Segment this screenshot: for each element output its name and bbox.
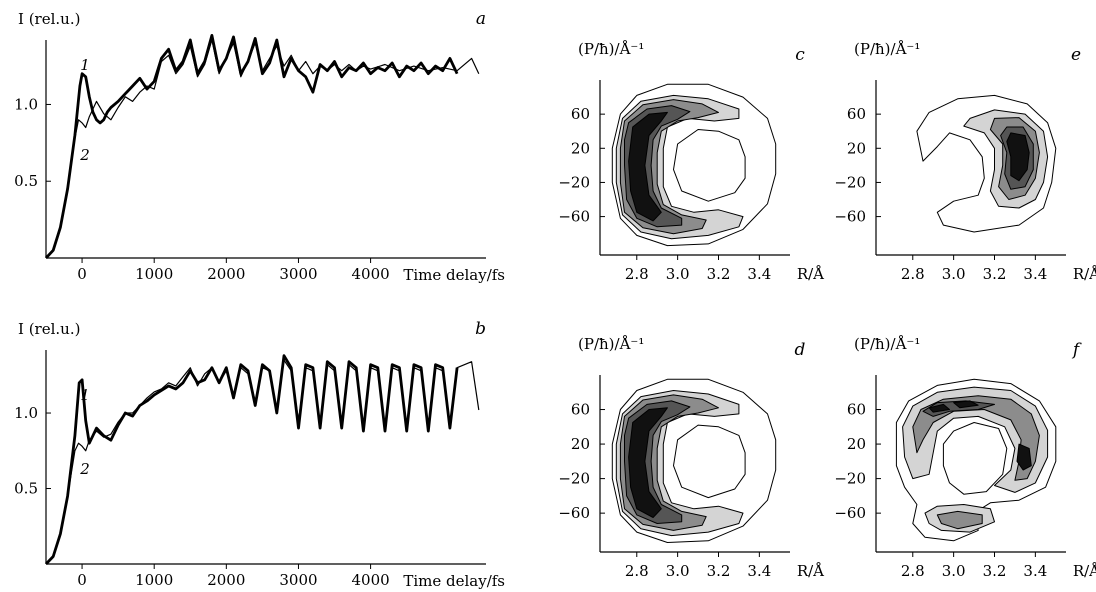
x-axis-label: R/Å [1073, 265, 1096, 283]
curve-label-1: 1 [80, 386, 90, 404]
y-tick-label: 60 [847, 105, 866, 123]
x-axis-label: Time delay/fs [403, 572, 505, 590]
panel-letter: c [795, 45, 805, 65]
panel-e: 2.8 3.0 3.2 3.4 60 20 −20 −60 (P/ħ)/Å⁻¹ R/Å e [834, 40, 1096, 283]
panel-d: 2.8 3.0 3.2 3.4 60 20 −20 −60 (P/ħ)/Å⁻¹ R/Å d [558, 335, 824, 580]
contour-hole [673, 129, 746, 202]
contour-level-5 [953, 400, 979, 409]
panel-letter: b [475, 319, 486, 339]
x-tick-label: 2.8 [625, 562, 649, 580]
contour-hole [942, 422, 1008, 495]
x-tick-label: 2.8 [625, 265, 649, 283]
x-tick-label: 3.4 [747, 562, 771, 580]
y-tick-label: 1.0 [14, 95, 38, 113]
y-tick-label: −60 [834, 208, 866, 226]
y-tick-label: 20 [847, 435, 866, 453]
curve-label-1: 1 [80, 56, 90, 74]
contour-level-5 [1016, 443, 1032, 471]
series-line-1 [44, 354, 459, 565]
y-tick-label: 20 [571, 435, 590, 453]
y-tick-label: −20 [558, 173, 590, 191]
series-line-2 [45, 39, 480, 259]
y-axis-label: (P/ħ)/Å⁻¹ [854, 335, 920, 353]
x-tick-label: 3.0 [942, 562, 966, 580]
y-tick-label: 20 [847, 139, 866, 157]
contour-level-5 [628, 111, 668, 222]
x-tick-label: 2000 [207, 571, 245, 589]
x-tick-label: 3.0 [942, 265, 966, 283]
x-tick-label: 3.4 [1023, 265, 1047, 283]
panel-a: 0 1000 2000 3000 4000 0.5 1.0 I (rel.u.) Time de… [14, 9, 505, 284]
y-tick-label: −60 [558, 504, 590, 522]
x-tick-label: 2000 [207, 265, 245, 283]
y-tick-label: 60 [571, 401, 590, 419]
y-tick-label: −20 [834, 173, 866, 191]
x-tick-label: 0 [77, 265, 87, 283]
y-tick-label: 60 [571, 105, 590, 123]
x-tick-label: 3.2 [983, 265, 1007, 283]
x-tick-label: 3.2 [983, 562, 1007, 580]
x-tick-label: 3.0 [666, 265, 690, 283]
y-tick-label: 60 [847, 401, 866, 419]
y-tick-label: −20 [558, 470, 590, 488]
y-axis-label: (P/ħ)/Å⁻¹ [578, 335, 644, 353]
y-tick-label: 0.5 [14, 480, 38, 498]
x-tick-label: 3.4 [747, 265, 771, 283]
x-axis-label: Time delay/fs [403, 266, 505, 284]
x-tick-label: 4000 [351, 265, 389, 283]
y-tick-label: −20 [834, 470, 866, 488]
x-axis-label: R/Å [1073, 562, 1096, 580]
contour-level-5 [928, 403, 950, 413]
panel-letter: d [795, 340, 806, 360]
panel-b: 0 1000 2000 3000 4000 0.5 1.0 I (rel.u.) Time de… [14, 319, 505, 590]
contour-level-5 [1006, 132, 1030, 182]
x-tick-label: 1000 [135, 265, 173, 283]
panel-letter: a [476, 9, 486, 29]
panel-f: 2.8 3.0 3.2 3.4 60 20 −20 −60 (P/ħ)/Å⁻¹ R/Å f [834, 335, 1096, 580]
y-tick-label: −60 [558, 208, 590, 226]
x-tick-label: 3000 [279, 571, 317, 589]
x-tick-label: 3.2 [707, 562, 731, 580]
x-axis-label: R/Å [797, 562, 824, 580]
panel-letter: f [1071, 340, 1082, 360]
x-tick-label: 4000 [351, 571, 389, 589]
x-axis-label: R/Å [797, 265, 824, 283]
contour-level-5 [628, 407, 668, 518]
series-line-1 [44, 34, 459, 259]
x-tick-label: 3000 [279, 265, 317, 283]
y-tick-label: 1.0 [14, 404, 38, 422]
contour-level-3 [936, 510, 983, 530]
y-axis-label: I (rel.u.) [18, 320, 80, 338]
y-tick-label: −60 [834, 504, 866, 522]
x-tick-label: 0 [77, 571, 87, 589]
contour-level-3 [912, 395, 1040, 481]
curve-label-2: 2 [79, 146, 90, 164]
panel-c: 2.8 3.0 3.2 3.4 60 20 −20 −60 (P/ħ)/Å⁻¹ R/Å c [558, 40, 824, 283]
x-tick-label: 2.8 [901, 265, 925, 283]
contour-hole [673, 424, 746, 499]
y-tick-label: 0.5 [14, 172, 38, 190]
panel-letter: e [1071, 45, 1081, 65]
x-tick-label: 3.2 [707, 265, 731, 283]
y-axis-label: (P/ħ)/Å⁻¹ [854, 40, 920, 58]
y-axis-label: (P/ħ)/Å⁻¹ [578, 40, 644, 58]
series-line-2 [45, 359, 480, 565]
y-tick-label: 20 [571, 139, 590, 157]
y-axis-label: I (rel.u.) [18, 10, 80, 28]
curve-label-2: 2 [79, 460, 90, 478]
x-tick-label: 3.4 [1023, 562, 1047, 580]
x-tick-label: 1000 [135, 571, 173, 589]
x-tick-label: 3.0 [666, 562, 690, 580]
x-tick-label: 2.8 [901, 562, 925, 580]
